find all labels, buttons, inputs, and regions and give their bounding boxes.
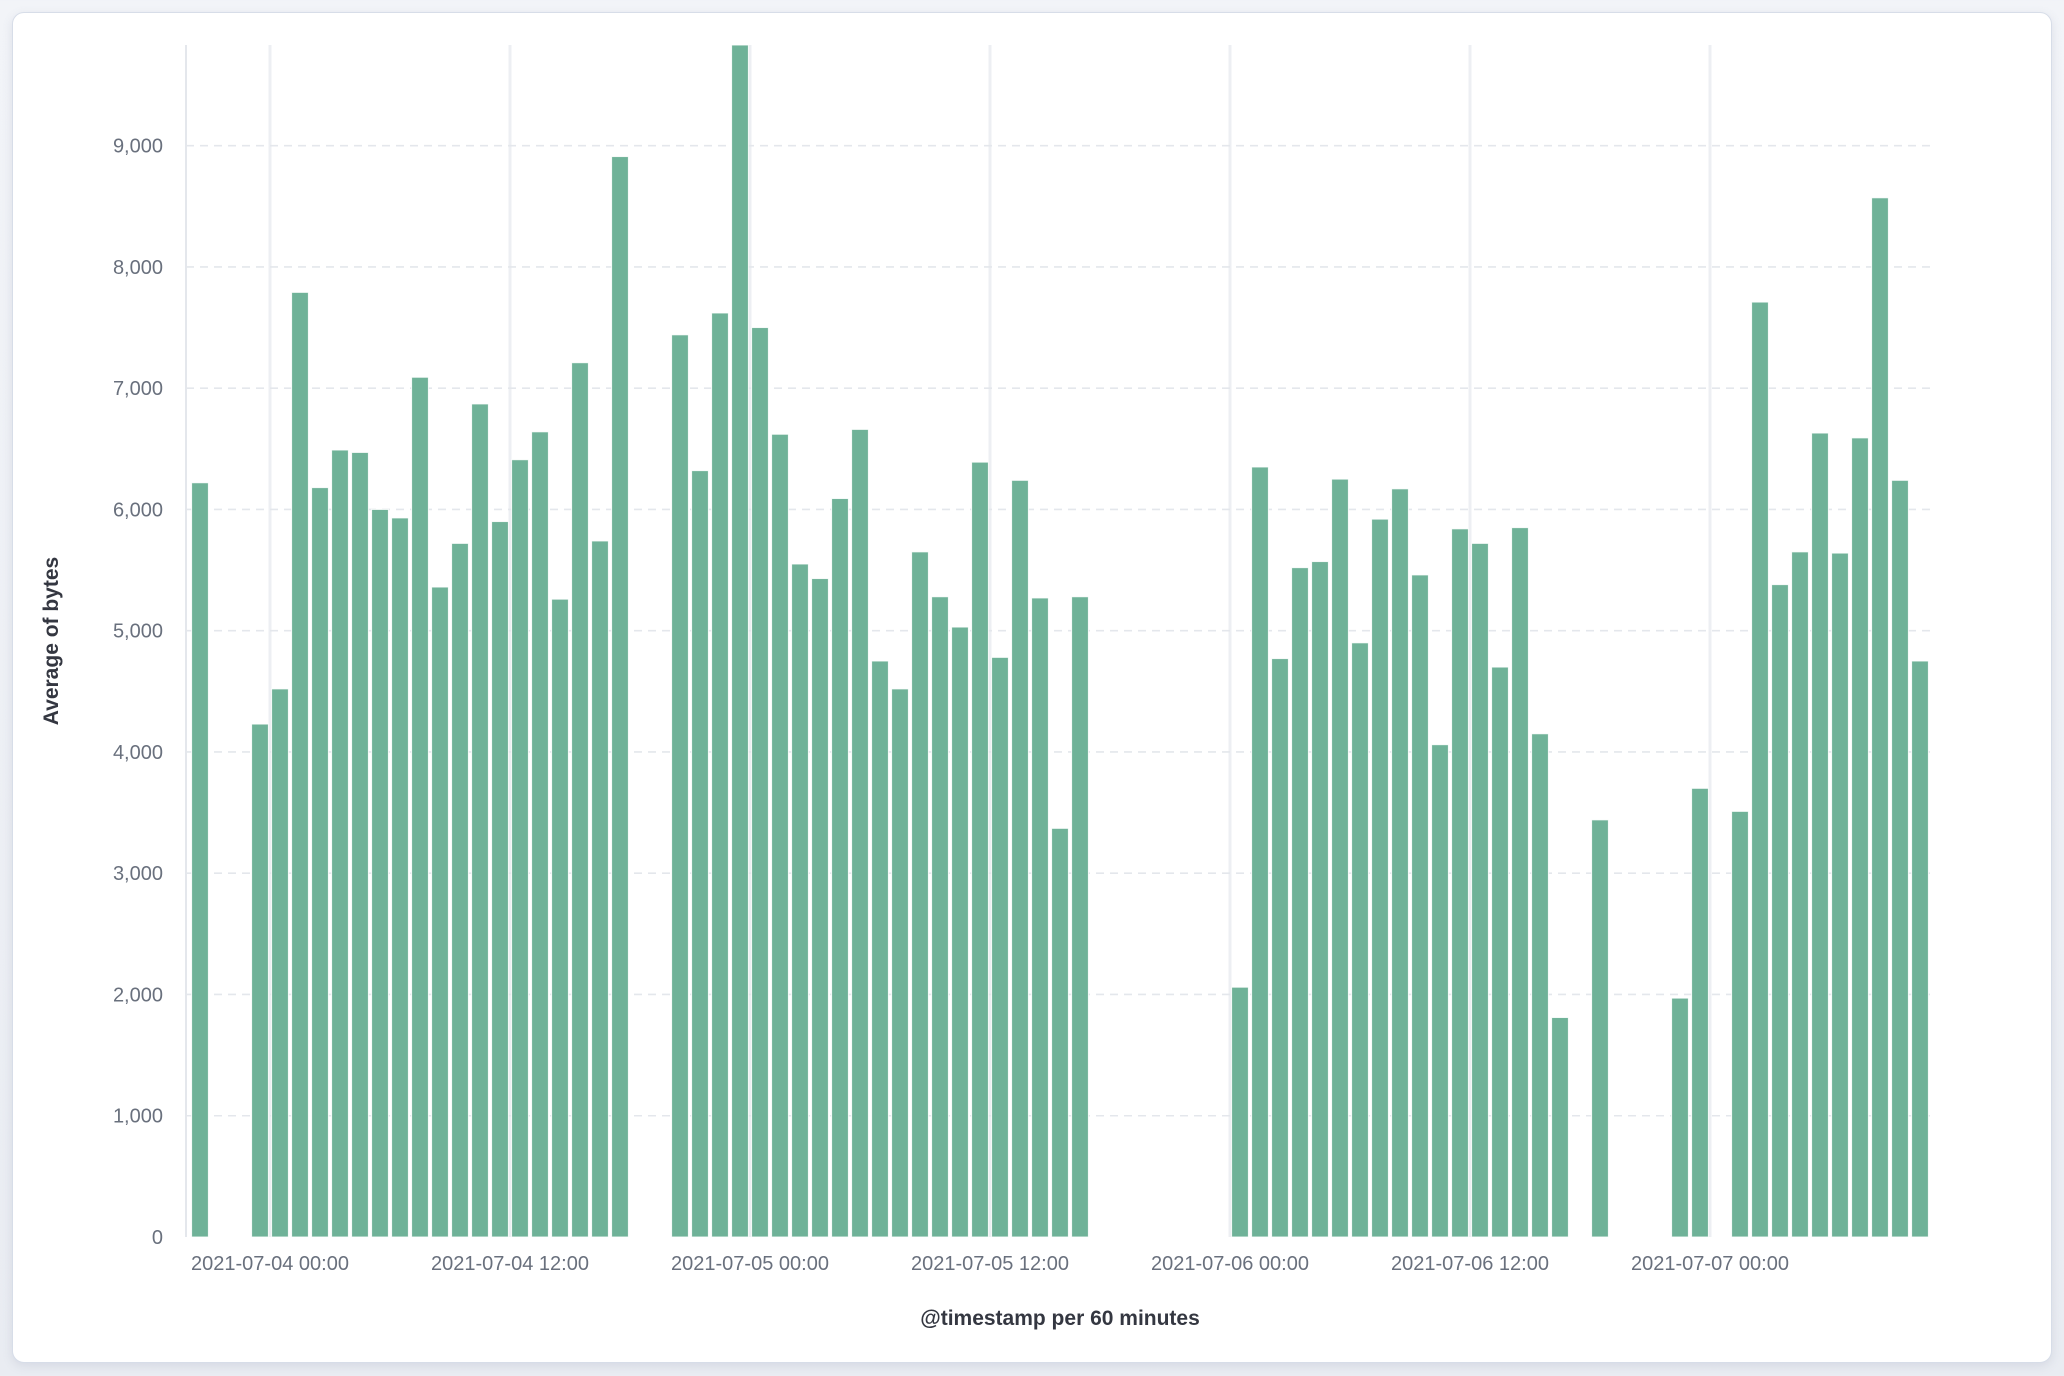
- y-tick-label: 1,000: [113, 1106, 163, 1128]
- histogram-bar[interactable]: [1071, 596, 1089, 1238]
- x-tick-label: 2021-07-06 00:00: [1151, 1253, 1309, 1275]
- histogram-bar[interactable]: [1531, 733, 1549, 1238]
- y-tick-label: 4,000: [113, 742, 163, 764]
- histogram-bar[interactable]: [1671, 997, 1689, 1238]
- histogram-bar[interactable]: [1291, 567, 1309, 1238]
- histogram-bar[interactable]: [1311, 561, 1329, 1238]
- histogram-bar[interactable]: [591, 540, 609, 1238]
- histogram-bar[interactable]: [1511, 527, 1529, 1238]
- histogram-bar[interactable]: [1251, 466, 1269, 1238]
- histogram-bar[interactable]: [1371, 518, 1389, 1238]
- histogram-bar[interactable]: [711, 312, 729, 1238]
- histogram-bar[interactable]: [751, 327, 769, 1238]
- histogram-bar[interactable]: [811, 578, 829, 1238]
- histogram-bar[interactable]: [1851, 437, 1869, 1238]
- histogram-bar[interactable]: [1431, 744, 1449, 1238]
- histogram-bar[interactable]: [1231, 986, 1249, 1238]
- y-tick-label: 6,000: [113, 499, 163, 521]
- x-tick-label: 2021-07-04 12:00: [431, 1253, 589, 1275]
- y-tick-label: 3,000: [113, 863, 163, 885]
- histogram-bar[interactable]: [491, 521, 509, 1238]
- histogram-bar[interactable]: [1871, 197, 1889, 1238]
- histogram-bar[interactable]: [1791, 551, 1809, 1238]
- histogram-bar[interactable]: [1411, 574, 1429, 1238]
- histogram-bar[interactable]: [1771, 584, 1789, 1238]
- histogram-bar[interactable]: [1551, 1017, 1569, 1238]
- histogram-bar[interactable]: [191, 482, 209, 1238]
- histogram-bar[interactable]: [251, 723, 269, 1238]
- histogram-bar[interactable]: [511, 459, 529, 1238]
- histogram-bar[interactable]: [731, 44, 749, 1238]
- histogram-bar[interactable]: [1831, 552, 1849, 1238]
- histogram-bar[interactable]: [1351, 642, 1369, 1238]
- histogram-bar[interactable]: [611, 156, 629, 1238]
- histogram-bar[interactable]: [771, 433, 789, 1238]
- histogram-bar[interactable]: [951, 626, 969, 1238]
- histogram-bar[interactable]: [991, 656, 1009, 1238]
- histogram-bar[interactable]: [791, 563, 809, 1238]
- y-tick-label: 8,000: [113, 257, 163, 279]
- histogram-bar[interactable]: [531, 431, 549, 1238]
- histogram-bar[interactable]: [1451, 528, 1469, 1238]
- y-tick-label: 2,000: [113, 984, 163, 1006]
- histogram-bar[interactable]: [431, 586, 449, 1238]
- histogram-bar[interactable]: [411, 376, 429, 1238]
- histogram-bar[interactable]: [931, 596, 949, 1238]
- histogram-bar[interactable]: [1891, 479, 1909, 1238]
- histogram-bar[interactable]: [1391, 488, 1409, 1238]
- histogram-bar[interactable]: [551, 598, 569, 1238]
- y-tick-label: 5,000: [113, 621, 163, 643]
- histogram-bar[interactable]: [331, 449, 349, 1238]
- histogram-bar[interactable]: [891, 688, 909, 1238]
- x-tick-label: 2021-07-04 00:00: [191, 1253, 349, 1275]
- x-axis-title: @timestamp per 60 minutes: [920, 1307, 1200, 1330]
- histogram-bar[interactable]: [971, 461, 989, 1238]
- histogram-bar[interactable]: [911, 551, 929, 1238]
- histogram-bar[interactable]: [391, 517, 409, 1238]
- histogram-bar[interactable]: [1731, 810, 1749, 1238]
- histogram-bar[interactable]: [1751, 301, 1769, 1238]
- histogram-bar[interactable]: [351, 451, 369, 1238]
- y-tick-label: 7,000: [113, 378, 163, 400]
- histogram-bar[interactable]: [571, 362, 589, 1238]
- histogram-bar[interactable]: [291, 291, 309, 1238]
- x-tick-label: 2021-07-05 00:00: [671, 1253, 829, 1275]
- x-tick-label: 2021-07-06 12:00: [1391, 1253, 1549, 1275]
- y-axis-title: Average of bytes: [40, 556, 63, 726]
- histogram-bar[interactable]: [671, 334, 689, 1238]
- histogram-bar[interactable]: [371, 508, 389, 1238]
- histogram-bar[interactable]: [471, 403, 489, 1238]
- y-tick-label: 0: [152, 1227, 163, 1249]
- histogram-bar[interactable]: [311, 487, 329, 1238]
- histogram-bar[interactable]: [1331, 478, 1349, 1238]
- histogram-bar[interactable]: [691, 470, 709, 1238]
- histogram-bar[interactable]: [1011, 479, 1029, 1238]
- histogram-bar[interactable]: [1051, 827, 1069, 1238]
- histogram-bar[interactable]: [831, 498, 849, 1238]
- histogram-bar[interactable]: [1271, 658, 1289, 1238]
- histogram-bar[interactable]: [1491, 666, 1509, 1238]
- histogram-bar[interactable]: [1811, 432, 1829, 1238]
- histogram-bar[interactable]: [1691, 787, 1709, 1238]
- histogram-bar[interactable]: [1591, 819, 1609, 1238]
- x-tick-label: 2021-07-07 00:00: [1631, 1253, 1789, 1275]
- histogram-bar[interactable]: [451, 542, 469, 1238]
- histogram-bar[interactable]: [271, 688, 289, 1238]
- histogram-bar[interactable]: [1031, 597, 1049, 1238]
- x-tick-label: 2021-07-05 12:00: [911, 1253, 1069, 1275]
- histogram-bar[interactable]: [1471, 542, 1489, 1238]
- histogram-bar[interactable]: [871, 660, 889, 1238]
- histogram-bar[interactable]: [851, 428, 869, 1238]
- histogram-bar[interactable]: [1911, 660, 1929, 1238]
- y-tick-label: 9,000: [113, 136, 163, 158]
